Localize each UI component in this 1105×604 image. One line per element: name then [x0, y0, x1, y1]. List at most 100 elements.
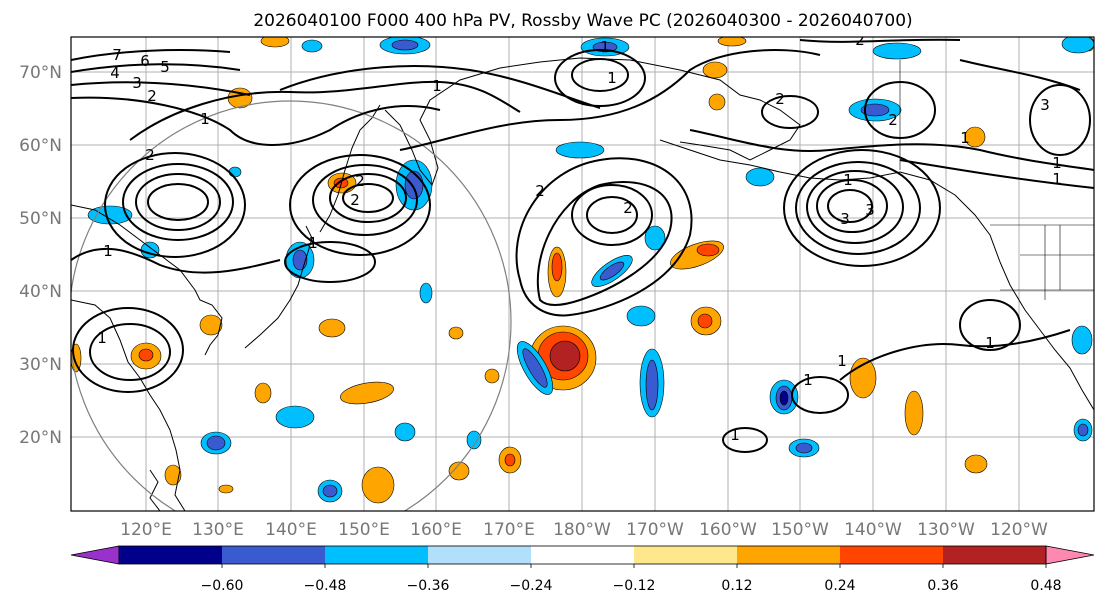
anomaly-negative: [394, 422, 416, 442]
pv-contour: [342, 183, 394, 213]
anomaly-positive: [361, 466, 395, 504]
anomaly-positive: [138, 348, 154, 362]
colorbar-tick-label: 0.12: [721, 578, 752, 594]
latitude-tick-label: 60°N: [19, 136, 62, 156]
longitude-tick-label: 180°W: [553, 520, 611, 540]
anomaly-positive: [448, 326, 464, 340]
anomaly-positive: [549, 340, 581, 372]
anomaly-negative: [599, 261, 625, 281]
anomaly-negative: [860, 103, 890, 117]
contour-label: 1: [985, 334, 995, 352]
contour-label: 1: [600, 38, 610, 56]
anomaly-negative: [555, 141, 605, 159]
negative-anomalies: [87, 37, 1094, 503]
contour-label: 1: [308, 234, 318, 252]
pv-contour: [289, 154, 431, 256]
anomaly-negative: [292, 249, 308, 271]
colorbar: −0.60 −0.48 −0.36 −0.24 −0.12 0.12 0.24 0.36 0.4…: [70, 545, 1095, 594]
pv-contour: [122, 163, 234, 241]
contour-label: 2: [355, 172, 365, 190]
anomaly-positive: [164, 464, 182, 486]
colorbar-segment: [325, 546, 429, 564]
anomaly-positive: [904, 390, 924, 436]
longitude-tick-label: 130°E: [192, 520, 244, 540]
anomaly-negative: [795, 442, 813, 454]
anomaly-negative: [419, 282, 433, 304]
colorbar-extend-high: [1045, 545, 1095, 565]
contour-label: 4: [110, 64, 120, 82]
border-line: [1000, 225, 1094, 300]
contour-label: 1: [103, 242, 113, 260]
anomaly-positive: [254, 382, 272, 404]
pv-contour: [959, 299, 1021, 351]
latitude-tick-label: 70°N: [19, 63, 62, 83]
pv-contour: [722, 427, 768, 453]
pv-contour: [571, 58, 629, 92]
pv-contours: [71, 38, 1094, 453]
pv-contour: [864, 81, 936, 139]
anomaly-positive: [964, 126, 986, 148]
pv-contour: [536, 181, 673, 306]
pv-contour: [72, 307, 184, 393]
anomaly-positive: [702, 61, 728, 79]
longitude-tick-label: 140°E: [265, 520, 317, 540]
contour-label: 1: [960, 129, 970, 147]
anomaly-positive: [318, 318, 346, 338]
coastline-kamchatka: [384, 67, 501, 187]
pv-contour: [312, 164, 418, 236]
colorbar-tick-label: −0.12: [613, 578, 656, 594]
colorbar-segment: [634, 546, 738, 564]
pv-contour: [761, 95, 819, 129]
coastlines: [71, 57, 1094, 511]
contour-label: 1: [1052, 170, 1062, 188]
anomaly-negative: [522, 348, 548, 388]
pv-contour: [899, 159, 1094, 189]
anomaly-positive: [340, 381, 394, 405]
contour-label: 5: [160, 58, 170, 76]
figure-title: 2026040100 F000 400 hPa PV, Rossby Wave …: [253, 11, 912, 31]
contour-label: 2: [855, 31, 865, 49]
longitude-tick-label: 150°E: [338, 520, 390, 540]
range-circle: [71, 100, 512, 511]
longitude-tick-label: 160°E: [410, 520, 462, 540]
coastline-alaska-west: [679, 99, 801, 161]
anomaly-negative: [745, 167, 775, 187]
longitude-tick-label: 150°W: [771, 520, 829, 540]
pv-contour: [147, 183, 209, 221]
anomaly-negative: [228, 166, 242, 178]
colorbar-segment: [840, 546, 944, 564]
colorbar-tick-label: −0.36: [407, 578, 450, 594]
anomaly-positive: [708, 93, 726, 111]
contour-label: 1: [200, 110, 210, 128]
longitude-tick-label: 120°E: [120, 520, 172, 540]
contour-label: 2: [623, 199, 633, 217]
pv-contour: [104, 152, 246, 258]
contour-label: 1: [843, 171, 853, 189]
pv-contour: [839, 329, 1071, 381]
latitude-tick-label: 40°N: [19, 282, 62, 302]
colorbar-segment: [428, 546, 532, 564]
pv-contour: [89, 323, 171, 381]
pv-contour: [554, 49, 646, 107]
contour-label: 2: [888, 111, 898, 129]
coastline-china: [71, 299, 186, 511]
pv-contour: [571, 184, 653, 246]
contour-label: 1: [730, 426, 740, 444]
pv-contour: [795, 161, 921, 255]
coastline-korea-manchuria: [71, 204, 223, 356]
anomaly-negative: [644, 225, 666, 251]
borders: [899, 60, 1094, 300]
anomaly-negative: [206, 435, 226, 451]
anomaly-positive: [199, 314, 223, 336]
colorbar-segment: [531, 546, 635, 564]
anomaly-positive: [964, 454, 988, 474]
anomaly-negative: [779, 390, 789, 406]
colorbar-segment: [222, 546, 326, 564]
pv-contour: [284, 241, 376, 283]
anomaly-negative: [466, 430, 482, 450]
contour-label: 3: [1040, 96, 1050, 114]
latitude-tick-label: 30°N: [19, 355, 62, 375]
